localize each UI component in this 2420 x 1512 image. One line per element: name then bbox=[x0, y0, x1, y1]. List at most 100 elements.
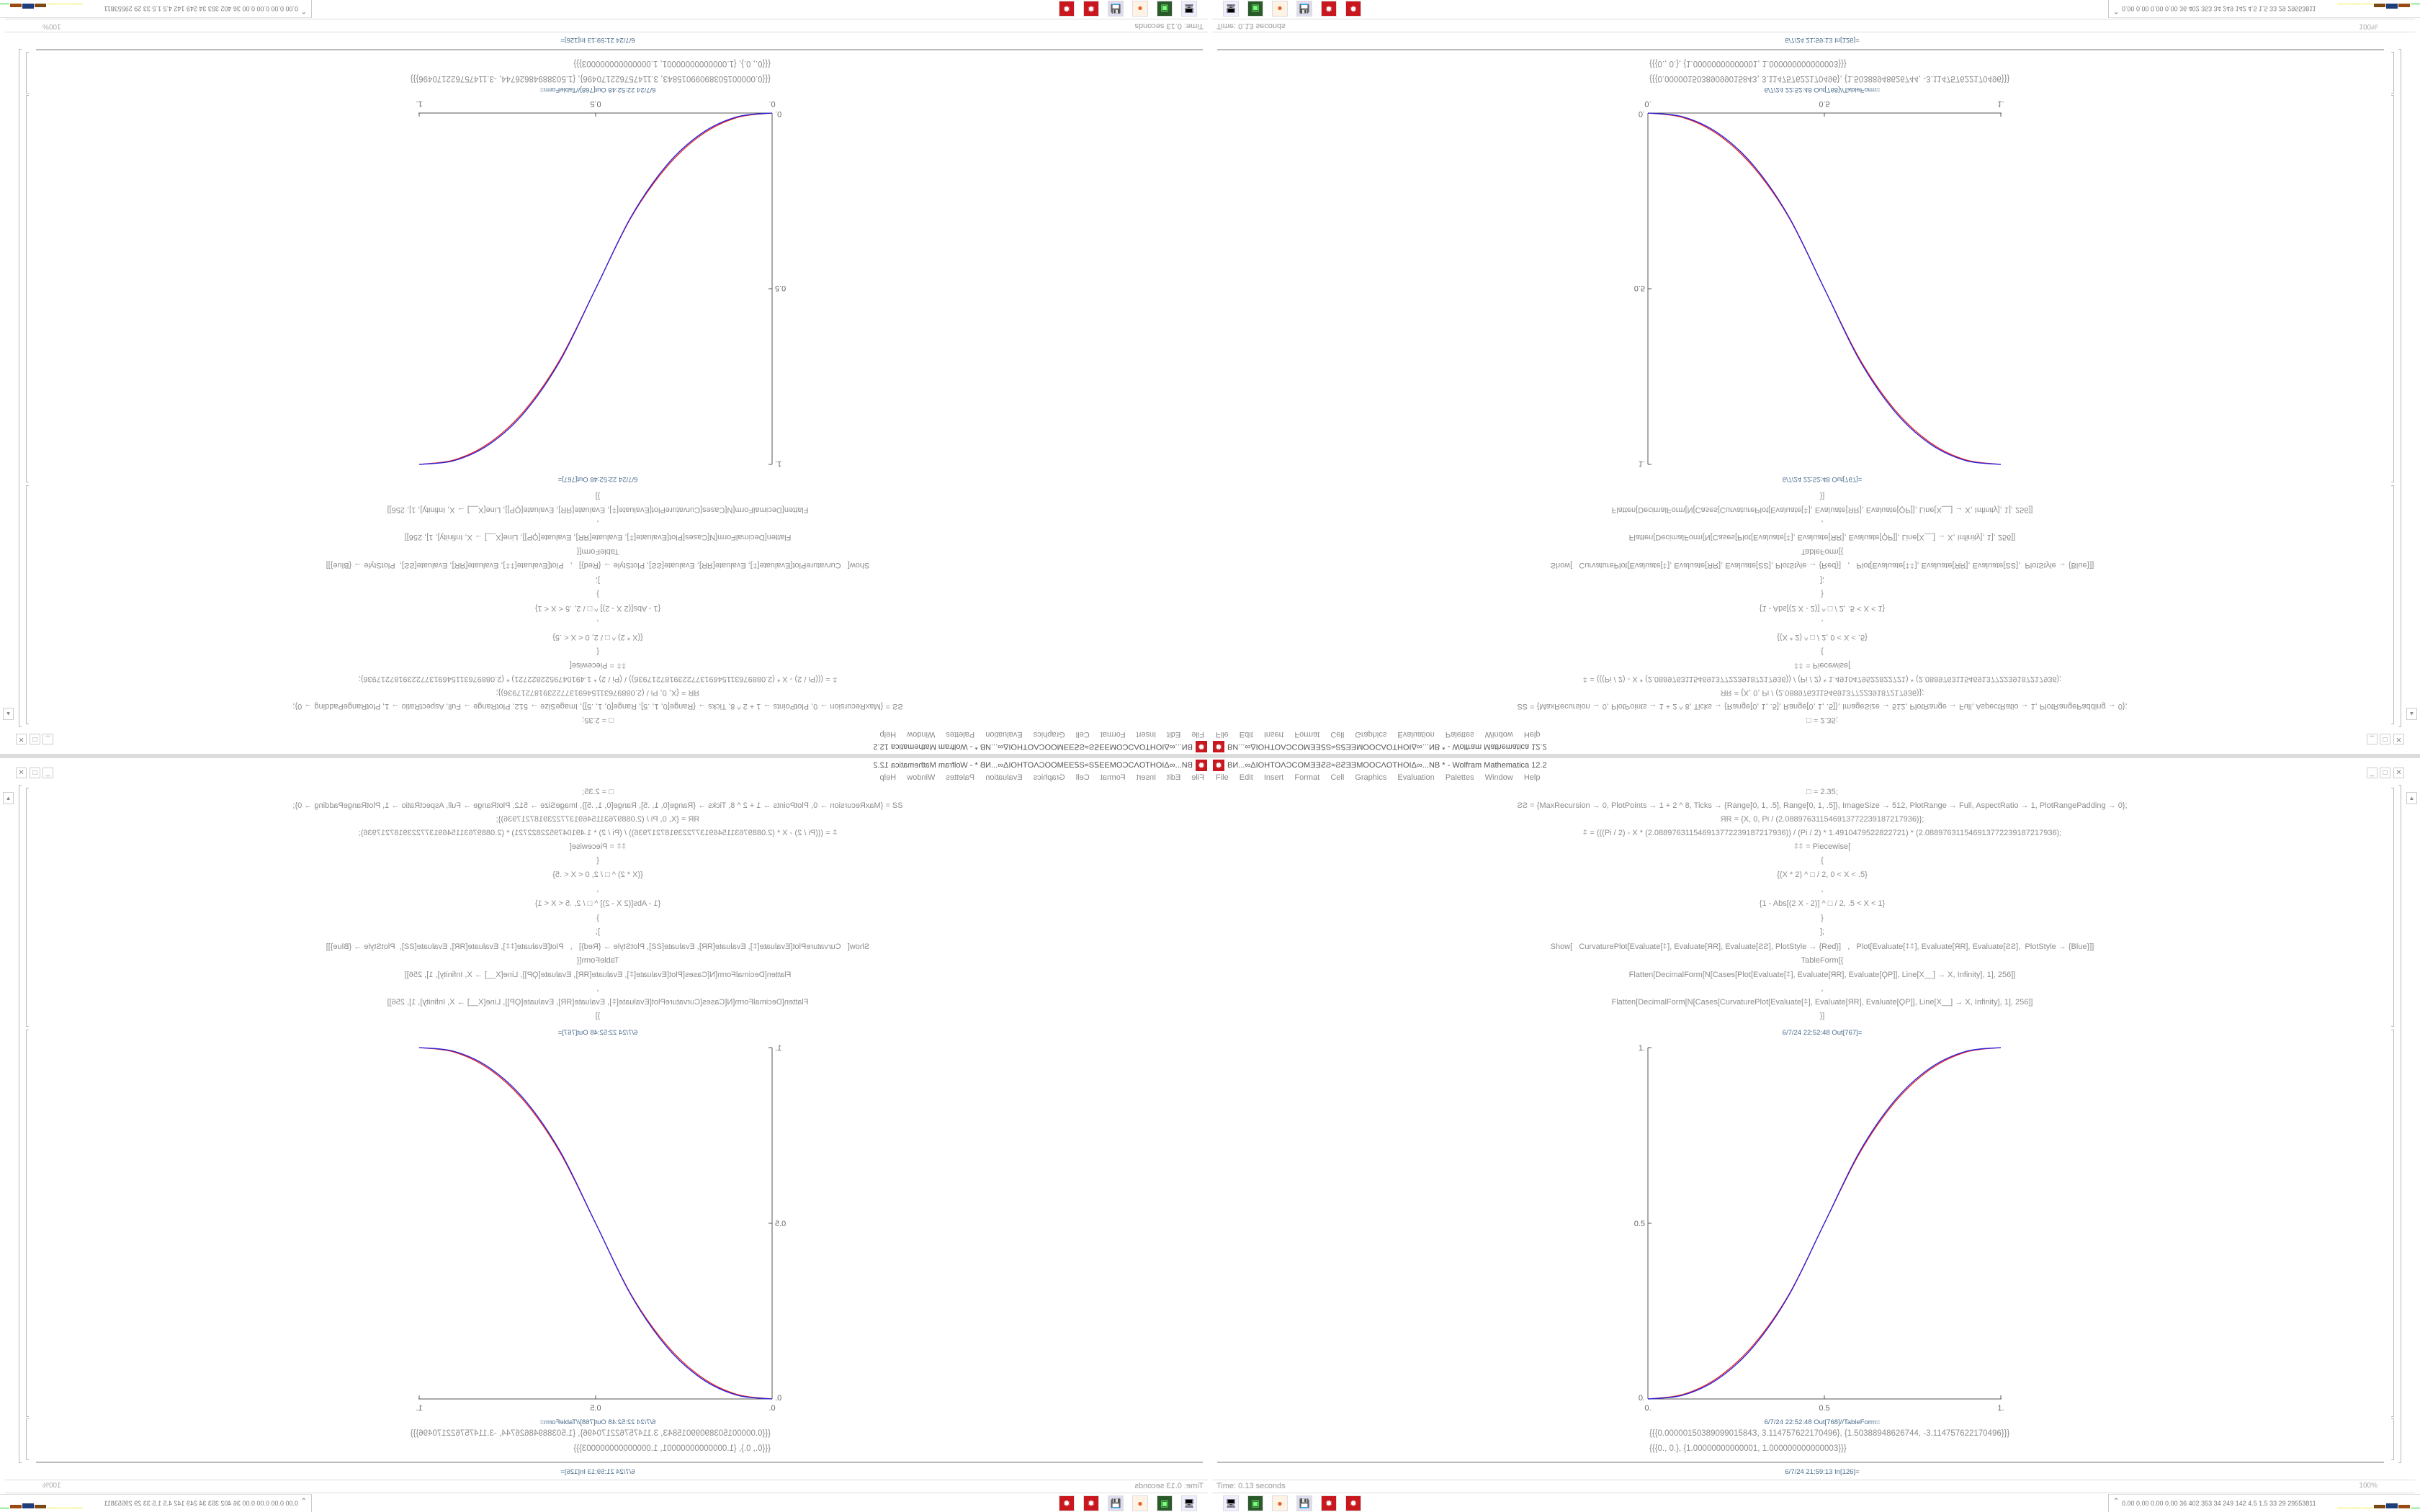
cell-bracket[interactable] bbox=[2391, 788, 2394, 1027]
y-tick-label: 0. bbox=[1639, 1394, 1645, 1403]
cell-bracket[interactable] bbox=[26, 1030, 29, 1417]
y-tick-label: 0. bbox=[775, 1394, 781, 1403]
cell-bracket[interactable] bbox=[26, 1418, 29, 1460]
mathematica-icon[interactable]: ✹ bbox=[1345, 1, 1361, 17]
menu-window[interactable]: Window bbox=[1484, 773, 1513, 782]
firefox-icon[interactable]: ● bbox=[1272, 1, 1288, 17]
minimize-button[interactable]: _ bbox=[2367, 768, 2378, 778]
remote-desktop-icon[interactable]: 🖥 bbox=[1223, 1495, 1239, 1511]
cell-insertion-line[interactable] bbox=[36, 49, 1203, 50]
group-bracket[interactable] bbox=[19, 785, 22, 1463]
menu-insert[interactable]: Insert bbox=[1263, 773, 1284, 782]
cell-bracket[interactable] bbox=[2391, 485, 2394, 724]
firefox-icon[interactable]: ● bbox=[1272, 1495, 1288, 1511]
zoom-level[interactable]: 100% bbox=[42, 22, 61, 30]
cell-bracket[interactable] bbox=[2391, 95, 2394, 482]
code-line: Flatten[DecimalForm[N[Cases[Plot[Evaluat… bbox=[1628, 971, 2016, 979]
firefox-icon[interactable]: ● bbox=[1132, 1, 1148, 17]
group-bracket[interactable] bbox=[2398, 49, 2401, 727]
cell-insertion-line[interactable] bbox=[1217, 1462, 2384, 1463]
code-line: TableForm[{ bbox=[1801, 956, 1844, 965]
terminal-icon[interactable]: ▣ bbox=[1157, 1, 1173, 17]
status-time: Time: 0.13 seconds bbox=[1134, 1482, 1204, 1490]
plot-line-blue bbox=[418, 112, 773, 465]
window-border bbox=[1210, 756, 2420, 758]
floppy-64-icon[interactable]: 💾 bbox=[1296, 1495, 1312, 1511]
zoom-level[interactable]: 100% bbox=[2359, 22, 2378, 30]
cell-insertion-line[interactable] bbox=[36, 1462, 1203, 1463]
tray-expand-icon[interactable]: ⌃ bbox=[2113, 6, 2120, 14]
x-tick-label: 0.5 bbox=[1819, 1404, 1829, 1413]
code-line: ⍏ = (((Pi / 2) - X * (2.0889763115469137… bbox=[1582, 829, 2062, 837]
floppy-64-icon[interactable]: 💾 bbox=[1296, 1, 1312, 17]
y-tick-label: 0. bbox=[1639, 109, 1645, 118]
zoom-level[interactable]: 100% bbox=[2359, 1482, 2378, 1490]
system-tray: ⌃ 0.00 0.00 0.00 0.00 36 402 353 34 249 … bbox=[2108, 1494, 2420, 1512]
mathematica-icon[interactable]: ✹ bbox=[1059, 1, 1075, 17]
floppy-64-icon[interactable]: 💾 bbox=[1108, 1, 1124, 17]
cell-bracket[interactable] bbox=[2391, 1418, 2394, 1460]
x-tick-label: 0. bbox=[768, 99, 775, 108]
remote-desktop-icon[interactable]: 🖥 bbox=[1181, 1, 1197, 17]
code-line: ⍏⍏ = Piecewise[ bbox=[1793, 842, 1851, 851]
code-line: □ = 2.35; bbox=[1806, 788, 1838, 796]
menu-evaluation[interactable]: Evaluation bbox=[1397, 773, 1435, 782]
menu-help[interactable]: Help bbox=[1523, 773, 1541, 782]
tray-expand-icon[interactable]: ⌃ bbox=[300, 1498, 307, 1506]
cell-bracket[interactable] bbox=[2391, 1030, 2394, 1417]
terminal-icon[interactable]: ▣ bbox=[1247, 1495, 1263, 1511]
group-bracket[interactable] bbox=[2398, 785, 2401, 1463]
code-line: }] bbox=[1819, 1012, 1825, 1020]
status-bar: Time: 0.13 seconds 100% bbox=[5, 19, 1208, 32]
output-label: 6/7/24 22:52:48 Out[768]//TableForm= bbox=[1764, 86, 1881, 94]
mathematica-icon[interactable]: ✹ bbox=[1345, 1495, 1361, 1511]
cell-bracket[interactable] bbox=[26, 52, 29, 94]
mathematica-icon[interactable]: ✹ bbox=[1321, 1, 1337, 17]
terminal-icon[interactable]: ▣ bbox=[1247, 1, 1263, 17]
cell-bracket[interactable] bbox=[26, 95, 29, 482]
mathematica-icon[interactable]: ✹ bbox=[1321, 1495, 1337, 1511]
close-button[interactable]: ✕ bbox=[2393, 768, 2404, 778]
y-tick-label: 0.5 bbox=[1634, 1220, 1645, 1228]
tray-expand-icon[interactable]: ⌃ bbox=[300, 6, 307, 14]
status-time: Time: 0.13 seconds bbox=[1216, 1482, 1286, 1490]
firefox-icon[interactable]: ● bbox=[1132, 1495, 1148, 1511]
code-line: ЯR = {X, 0, Pi / (2.08897631154691377223… bbox=[1720, 815, 1924, 824]
plot-graphic: 0. 0.5 1. 0. 0.5 1. bbox=[416, 99, 786, 468]
zoom-level[interactable]: 100% bbox=[42, 1482, 61, 1490]
menu-file[interactable]: File bbox=[1216, 773, 1229, 782]
plot-graphic: 0. 0.5 1. 0. 0.5 1. bbox=[416, 1044, 786, 1413]
mathematica-icon[interactable]: ✹ bbox=[1083, 1, 1099, 17]
group-bracket[interactable] bbox=[19, 49, 22, 727]
mathematica-icon[interactable]: ✹ bbox=[1083, 1495, 1099, 1511]
menu-graphics[interactable]: Graphics bbox=[1355, 773, 1387, 782]
window-rotated-180: ✹ ВИ...∞ΔIOHTOΛƆCOMƎƎꙄƧ≈ƧꙄƎƎMOOCΛOTHOIΔ∞… bbox=[0, 0, 1210, 756]
tray-expand-icon[interactable]: ⌃ bbox=[2113, 1498, 2120, 1506]
menu-cell[interactable]: Cell bbox=[1330, 773, 1345, 782]
x-tick-label: 0.5 bbox=[1819, 99, 1829, 108]
input-label: 6/7/24 21:59:13 In[126]= bbox=[560, 1468, 635, 1476]
scroll-up-button[interactable]: ▲ bbox=[2406, 792, 2417, 804]
cell-bracket[interactable] bbox=[2391, 52, 2394, 94]
y-tick-label: 1. bbox=[1639, 1044, 1645, 1053]
y-tick-label: 0.5 bbox=[775, 284, 786, 292]
menu-palettes[interactable]: Palettes bbox=[1445, 773, 1474, 782]
cell-bracket[interactable] bbox=[26, 485, 29, 724]
x-tick-label: 0. bbox=[1644, 99, 1651, 108]
menu-edit[interactable]: Edit bbox=[1239, 773, 1253, 782]
output-line: {{{0.0000015038909901584З, 3.11475762217… bbox=[1649, 1429, 2010, 1438]
floppy-64-icon[interactable]: 💾 bbox=[1108, 1495, 1124, 1511]
system-tray: ⌃ 0.00 0.00 0.00 0.00 36 402 353 34 249 … bbox=[0, 0, 312, 18]
code-line: { bbox=[1821, 856, 1824, 865]
maximize-button[interactable]: □ bbox=[2380, 768, 2390, 778]
code-line: , bbox=[1821, 885, 1824, 894]
remote-desktop-icon[interactable]: 🖥 bbox=[1223, 1, 1239, 17]
mathematica-icon[interactable]: ✹ bbox=[1059, 1495, 1075, 1511]
system-stats: 0.00 0.00 0.00 0.00 36 402 353 34 249 14… bbox=[2122, 5, 2316, 12]
stat-bar bbox=[2386, 1503, 2398, 1508]
menu-format[interactable]: Format bbox=[1294, 773, 1320, 782]
cell-bracket[interactable] bbox=[26, 788, 29, 1027]
terminal-icon[interactable]: ▣ bbox=[1157, 1495, 1173, 1511]
cell-insertion-line[interactable] bbox=[1217, 49, 2384, 50]
remote-desktop-icon[interactable]: 🖥 bbox=[1181, 1495, 1197, 1511]
